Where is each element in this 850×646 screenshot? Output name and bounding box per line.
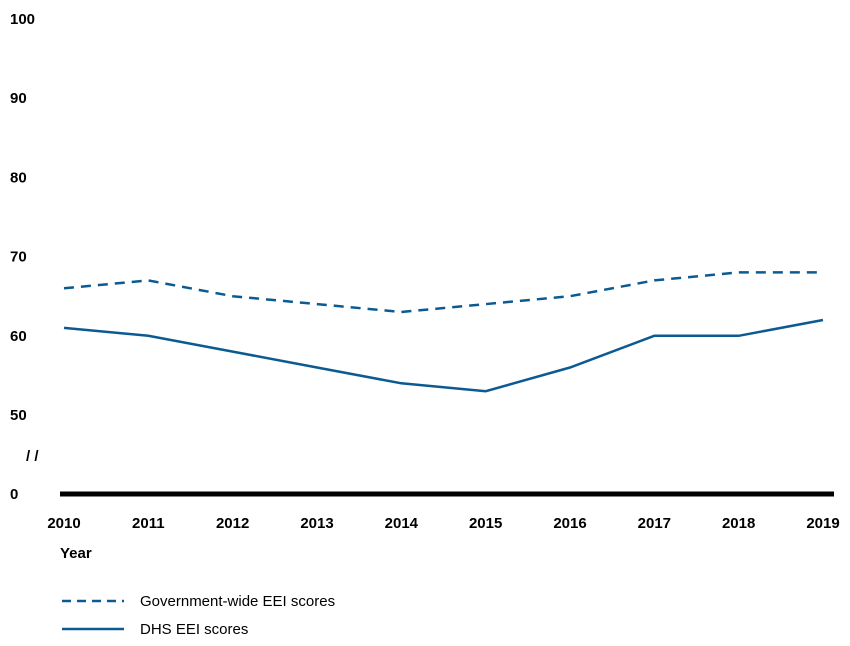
y-axis-break-mark: / / <box>26 448 39 465</box>
y-tick-label: 60 <box>10 328 27 345</box>
legend-swatch-solid <box>62 627 124 631</box>
x-tick-label: 2015 <box>469 515 502 532</box>
y-tick-label: 100 <box>10 11 35 28</box>
y-axis-ticks: 100 90 80 70 60 50 0 <box>10 11 35 503</box>
legend-label-government-wide: Government-wide EEI scores <box>140 592 336 610</box>
series-line-government-wide <box>63 271 823 314</box>
x-axis-ticks: 2010 2011 2012 2013 2014 2015 2016 2017 2018 2019 <box>47 515 839 532</box>
x-tick-label: 2010 <box>47 515 80 532</box>
series-line-dhs <box>63 318 824 393</box>
y-tick-label: 70 <box>10 249 27 266</box>
y-tick-label: 50 <box>10 407 27 424</box>
y-tick-label: 80 <box>10 169 27 186</box>
legend-item-dhs: DHS EEI scores <box>62 618 335 640</box>
series-lines <box>63 271 824 393</box>
x-tick-label: 2018 <box>722 515 755 532</box>
legend-swatch-dashed <box>62 599 124 603</box>
legend: Government-wide EEI scores DHS EEI score… <box>62 590 335 646</box>
legend-item-government-wide: Government-wide EEI scores <box>62 590 335 612</box>
x-tick-label: 2011 <box>132 515 165 532</box>
x-tick-label: 2012 <box>216 515 249 532</box>
y-tick-label: 90 <box>10 90 27 107</box>
x-tick-label: 2017 <box>638 515 671 532</box>
x-tick-label: 2014 <box>385 515 419 532</box>
x-tick-label: 2019 <box>806 515 839 532</box>
x-axis-title: Year <box>60 545 92 562</box>
y-tick-label: 0 <box>10 486 18 503</box>
legend-label-dhs: DHS EEI scores <box>140 620 249 638</box>
x-tick-label: 2013 <box>300 515 333 532</box>
x-tick-label: 2016 <box>553 515 586 532</box>
